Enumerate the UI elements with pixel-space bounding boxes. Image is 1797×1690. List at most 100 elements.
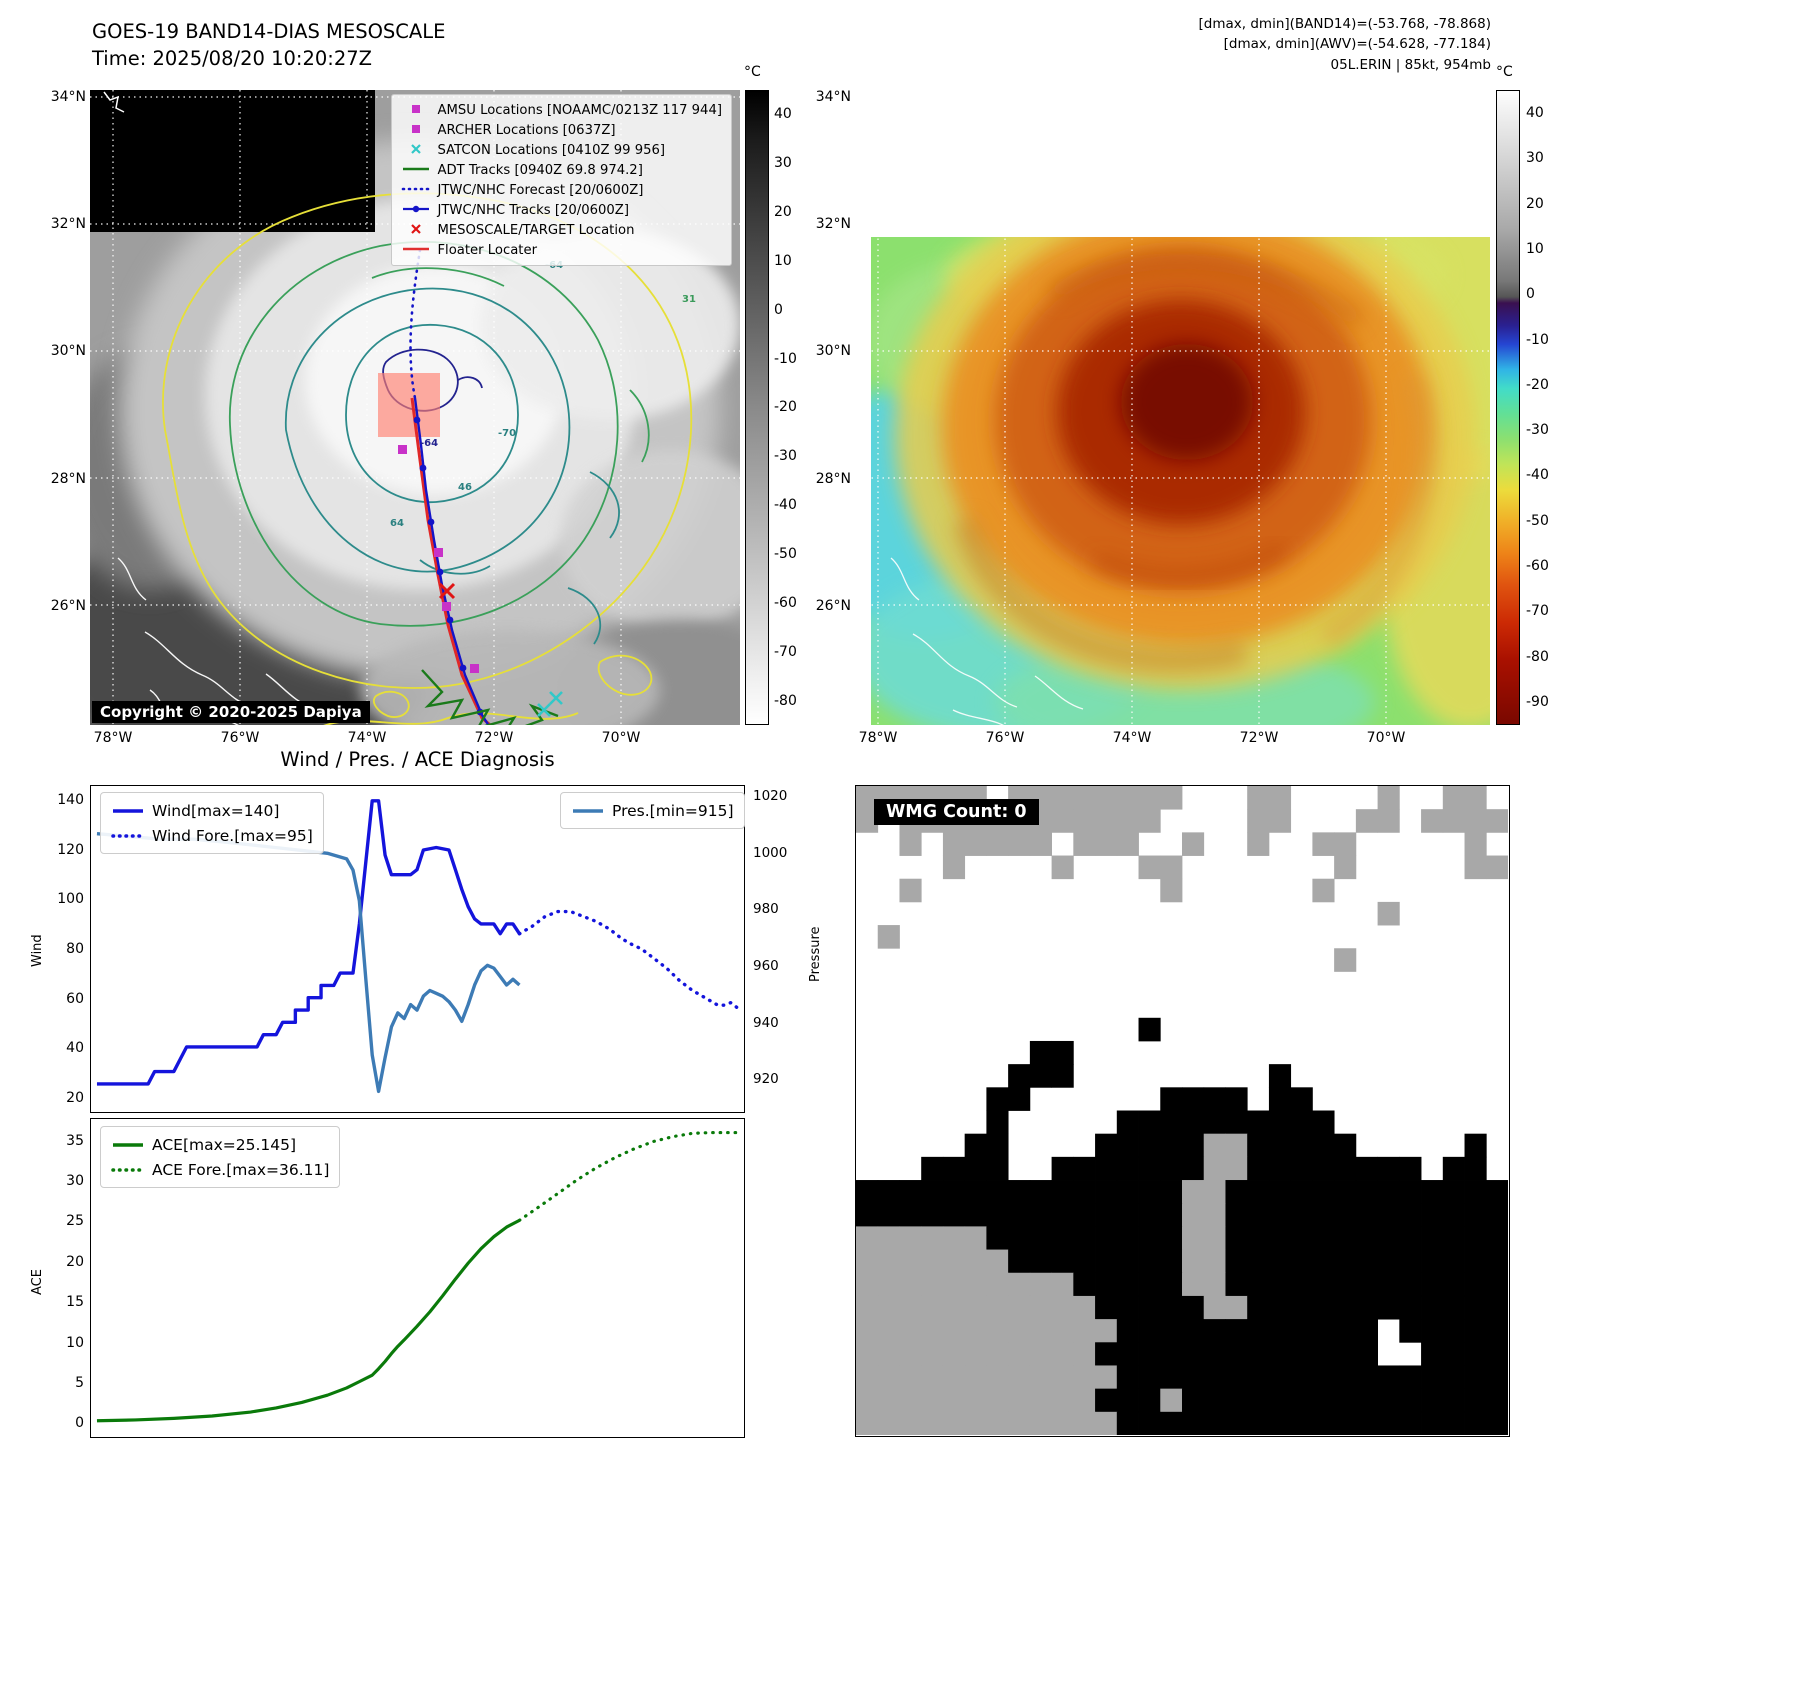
wmg-cell-gray (1073, 1365, 1096, 1390)
lon-tick-label: 74°W (347, 730, 387, 746)
wmg-cell-gray (1486, 855, 1509, 880)
lat-tick-label: 32°N (50, 216, 86, 233)
wmg-cell-gray (1464, 832, 1487, 856)
wmg-cell-black (1247, 1342, 1270, 1366)
wmg-cell-black (1095, 1295, 1118, 1320)
wmg-cell-gray (942, 1411, 966, 1436)
target-x-marker (438, 582, 456, 600)
wmg-cell-gray (1095, 1411, 1118, 1436)
wmg-cell-gray (1268, 809, 1292, 833)
wmg-cell-gray (964, 1319, 987, 1343)
wmg-cell-black (1225, 1226, 1248, 1250)
wmg-map (856, 786, 1509, 1436)
adt-track (421, 669, 559, 725)
wind-legend-label: Wind[max=140] (152, 801, 280, 820)
wmg-cell-black (1116, 1110, 1139, 1135)
wmg-cell-black (1355, 1295, 1378, 1320)
wmg-cell-black (1138, 1342, 1161, 1366)
pressure-tick-label: 1000 (753, 844, 788, 861)
wmg-cell-gray (1073, 1411, 1096, 1436)
wmg-cell-gray (877, 1365, 900, 1390)
wmg-cell-black (1464, 1203, 1487, 1227)
wmg-cell-black (877, 1203, 900, 1227)
wmg-cell-gray (1029, 1342, 1052, 1366)
wmg-cell-black (1312, 1342, 1335, 1366)
wmg-cell-black (1182, 1295, 1205, 1320)
wmg-cell-black (1116, 1295, 1139, 1320)
wmg-cell-black (1095, 1180, 1118, 1204)
wmg-cell-black (1355, 1319, 1378, 1343)
colorbar-tick-label: -70 (774, 643, 797, 660)
wmg-cell-gray (1225, 1295, 1248, 1320)
x-marker-icon (401, 221, 431, 240)
wmg-cell-gray (1182, 1226, 1205, 1250)
wmg-cell-black (1355, 1272, 1378, 1297)
wmg-cell-gray (856, 1411, 879, 1436)
wmg-cell-black (1334, 1319, 1357, 1343)
lon-tick-label: 78°W (93, 730, 133, 746)
wmg-cell-black (1073, 1226, 1096, 1250)
wmg-cell-black (1399, 1295, 1422, 1320)
wmg-cell-black (1203, 1087, 1226, 1111)
temperature-contours (162, 192, 693, 725)
wmg-cell-gray (1008, 1388, 1031, 1413)
wmg-cell-black (1334, 1272, 1357, 1297)
wmg-cell-gray (899, 1388, 922, 1413)
wmg-cell-black (1225, 1180, 1248, 1204)
wmg-cell-gray (877, 925, 900, 949)
wmg-cell-black (1247, 1295, 1270, 1320)
wmg-cell-black (1138, 1295, 1161, 1320)
no-data-region (90, 90, 375, 232)
legend-item-label: SATCON Locations [0410Z 99 956] (437, 142, 666, 158)
wmg-cell-black (1421, 1342, 1444, 1366)
band14-map: AMSU Locations [NOAAMC/0213Z 117 944] ARC… (90, 90, 740, 725)
wmg-cell-black (1312, 1388, 1335, 1413)
legend-item-label: AMSU Locations [NOAAMC/0213Z 117 944] (437, 102, 722, 118)
wmg-cell-black (1116, 1411, 1139, 1436)
wmg-cell-black (1334, 1342, 1357, 1366)
wmg-cell-black (1051, 1180, 1074, 1204)
wmg-cell-gray (986, 1295, 1009, 1320)
wmg-cell-black (1160, 1365, 1183, 1390)
wmg-cell-gray (1116, 786, 1139, 810)
wmg-cell-black (1486, 1249, 1509, 1274)
wmg-cell-black (1247, 1388, 1270, 1413)
wmg-cell-gray (964, 832, 987, 856)
diagnosis-title: Wind / Pres. / ACE Diagnosis (280, 748, 555, 771)
pressure-tick-label: 940 (753, 1014, 779, 1031)
wind-tick-label: 40 (66, 1040, 84, 1057)
awv-colorbar-unit: °C (1496, 64, 1513, 80)
legend-item: MESOSCALE/TARGET Location (401, 220, 722, 240)
wmg-cell-black (1029, 1040, 1052, 1065)
wmg-cell-gray (1073, 832, 1096, 856)
wmg-cell-gray (942, 1272, 966, 1297)
wmg-cell-black (1247, 1411, 1270, 1436)
wmg-cell-gray (986, 832, 1009, 856)
wmg-cell-black (1312, 1319, 1335, 1343)
wmg-cell-gray (1160, 878, 1183, 903)
ace-tick-label: 10 (66, 1334, 84, 1351)
wmg-cell-black (1073, 1156, 1096, 1181)
awv-header-line2: [dmax, dmin](AWV)=(-54.628, -77.184) (1223, 36, 1491, 53)
wmg-cell-gray (877, 1388, 900, 1413)
wmg-cell-black (986, 1203, 1009, 1227)
wmg-cell-black (1421, 1249, 1444, 1274)
wmg-cell-gray (986, 1365, 1009, 1390)
wmg-cell-black (1182, 1342, 1205, 1366)
wmg-cell-black (877, 1180, 900, 1204)
wmg-cell-black (1334, 1249, 1357, 1274)
legend-row-wind-forecast: Wind Fore.[max=95] (111, 823, 313, 848)
wmg-cell-black (1290, 1226, 1313, 1250)
wmg-cell-gray (1029, 1388, 1052, 1413)
wmg-cell-black (1377, 1365, 1400, 1390)
wmg-cell-gray (1247, 809, 1270, 833)
wmg-cell-black (1116, 1133, 1139, 1158)
wmg-cell-gray (942, 1319, 966, 1343)
wmg-cell-gray (1029, 1411, 1052, 1436)
wmg-cell-black (1203, 1319, 1226, 1343)
wmg-cell-black (1464, 1180, 1487, 1204)
colorbar-tick-label: -20 (1526, 376, 1549, 393)
wmg-cell-black (1464, 1319, 1487, 1343)
wmg-cell-gray (921, 1226, 944, 1250)
awv-map (855, 90, 1490, 725)
